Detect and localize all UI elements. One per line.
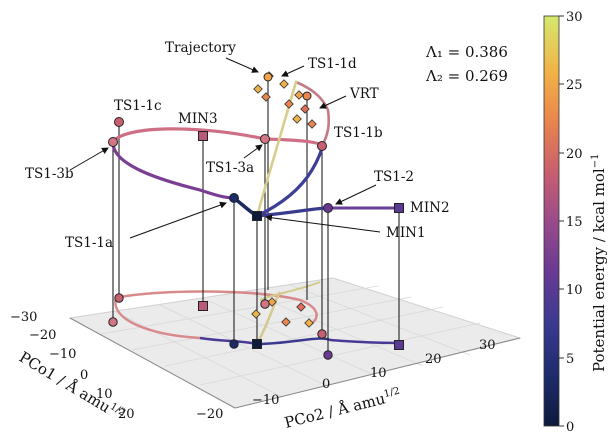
label-ts1-1c: TS1-1c: [114, 98, 162, 114]
parameter-text: Λ₁ = 0.386 Λ₂ = 0.269: [425, 43, 508, 85]
label-trajectory: Trajectory: [165, 40, 236, 56]
label-min3: MIN3: [178, 111, 218, 127]
point-labels: Trajectory TS1-1d VRT TS1-1c MIN3 TS1-1b…: [25, 40, 450, 251]
x-tick: −20: [29, 328, 56, 343]
marker-ts1-3a: [260, 134, 270, 144]
x-tick: −10: [49, 347, 76, 362]
colorbar-tick: 0: [566, 420, 574, 432]
label-ts1-3a: TS1-3a: [206, 160, 254, 176]
label-ts1-2: TS1-2: [374, 169, 414, 185]
y-axis-label: PCo2 / Å amu1/2: [283, 386, 403, 432]
colorbar-bar: [543, 15, 560, 427]
x-tick: −30: [10, 310, 37, 325]
lambda1-label: Λ₁ = 0.386: [425, 43, 508, 61]
label-ts1-3b: TS1-3b: [25, 166, 74, 182]
reaction-paths: [111, 80, 401, 218]
y-tick: −20: [196, 407, 223, 422]
floor-markers: [108, 293, 404, 360]
floor-plane: [68, 277, 522, 409]
y-tick: −10: [252, 393, 279, 408]
marker-ts1-2: [323, 203, 333, 213]
y-tick: 30: [479, 338, 496, 353]
colorbar-tick: 25: [566, 78, 583, 93]
point-markers: [108, 72, 404, 221]
x-tick: 20: [118, 407, 135, 422]
y-tick: 20: [425, 352, 442, 367]
marker-ts1-1a: [229, 193, 239, 203]
drop-lines: [112, 77, 400, 355]
colorbar-tick: 15: [566, 215, 583, 230]
marker-min1: [252, 211, 262, 221]
marker-ts1-1b: [317, 141, 327, 151]
label-min1: MIN1: [386, 225, 426, 241]
y-tick: 10: [370, 366, 387, 381]
label-min2: MIN2: [410, 200, 450, 216]
label-ts1-1d: TS1-1d: [308, 56, 357, 72]
colorbar: 0 5 10 15 20 25 30 Potential energy / kc…: [543, 10, 608, 432]
marker-ts1-1c: [114, 117, 124, 127]
label-ts1-1b: TS1-1b: [334, 125, 383, 141]
marker-min2: [394, 203, 404, 213]
label-ts1-1a: TS1-1a: [65, 235, 113, 251]
colorbar-tick: 30: [566, 10, 583, 25]
colorbar-tick: 10: [566, 283, 583, 298]
marker-min3: [198, 131, 208, 141]
colorbar-label: Potential energy / kcal mol−1: [590, 154, 608, 372]
lambda2-label: Λ₂ = 0.269: [425, 67, 508, 85]
marker-ts1-1d: [263, 72, 273, 82]
colorbar-tick: 5: [566, 352, 574, 367]
x-tick: 0: [80, 368, 88, 383]
y-tick: 0: [322, 377, 330, 392]
x-tick: 10: [96, 387, 113, 402]
marker-ts1-3b: [108, 137, 118, 147]
colorbar-tick: 20: [566, 147, 583, 162]
marker-vrt: [302, 91, 312, 101]
label-vrt: VRT: [349, 86, 379, 102]
